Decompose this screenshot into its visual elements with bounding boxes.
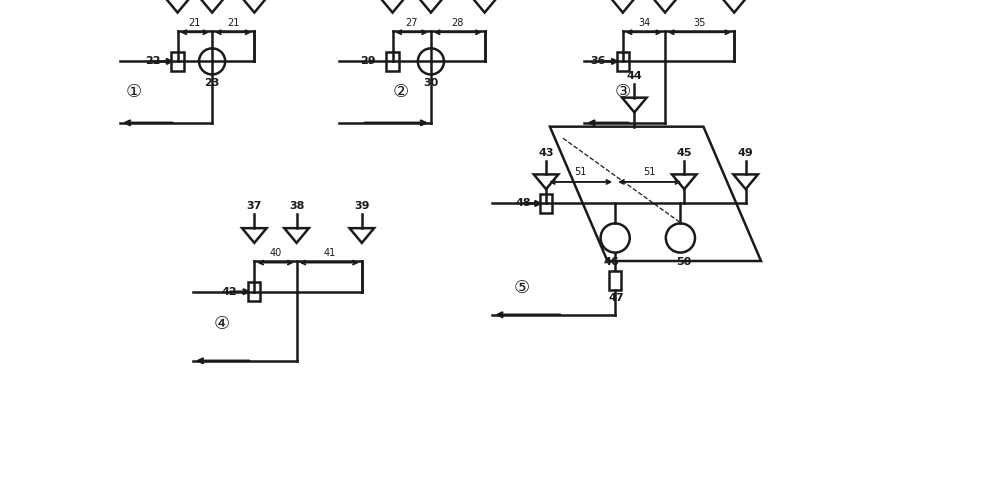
Text: 29: 29 <box>360 56 376 66</box>
Text: 49: 49 <box>738 148 754 158</box>
Text: 30: 30 <box>423 78 439 88</box>
Circle shape <box>601 224 630 252</box>
Circle shape <box>418 48 444 74</box>
Text: 34: 34 <box>638 17 650 27</box>
Text: 50: 50 <box>677 257 692 267</box>
Text: 51: 51 <box>644 167 656 177</box>
Text: ③: ③ <box>615 83 631 101</box>
Text: 22: 22 <box>145 56 161 66</box>
Text: 23: 23 <box>204 78 220 88</box>
Bar <box>248 282 260 301</box>
Text: 37: 37 <box>247 201 262 211</box>
Bar <box>386 52 399 71</box>
Text: 43: 43 <box>538 148 554 158</box>
Bar <box>540 194 552 213</box>
Text: 47: 47 <box>609 293 625 303</box>
Text: 35: 35 <box>693 17 706 27</box>
Text: 48: 48 <box>515 199 531 209</box>
Text: ⑤: ⑤ <box>513 279 530 297</box>
Text: 42: 42 <box>222 287 237 297</box>
Text: 46: 46 <box>603 257 619 267</box>
Text: ①: ① <box>126 83 142 101</box>
Text: 36: 36 <box>590 56 606 66</box>
Circle shape <box>666 224 695 252</box>
Text: 39: 39 <box>354 201 370 211</box>
Text: 40: 40 <box>269 248 282 258</box>
Text: 28: 28 <box>452 17 464 27</box>
Text: 38: 38 <box>289 201 304 211</box>
Bar <box>617 52 629 71</box>
Circle shape <box>199 48 225 74</box>
Text: 44: 44 <box>626 71 642 81</box>
Text: 51: 51 <box>574 167 587 177</box>
Text: ④: ④ <box>214 315 230 333</box>
Text: 21: 21 <box>227 17 239 27</box>
Text: 41: 41 <box>323 248 335 258</box>
Text: 45: 45 <box>676 148 692 158</box>
Bar <box>171 52 184 71</box>
Bar <box>609 270 621 290</box>
Text: 27: 27 <box>405 17 418 27</box>
Text: ②: ② <box>392 83 408 101</box>
Text: 21: 21 <box>189 17 201 27</box>
